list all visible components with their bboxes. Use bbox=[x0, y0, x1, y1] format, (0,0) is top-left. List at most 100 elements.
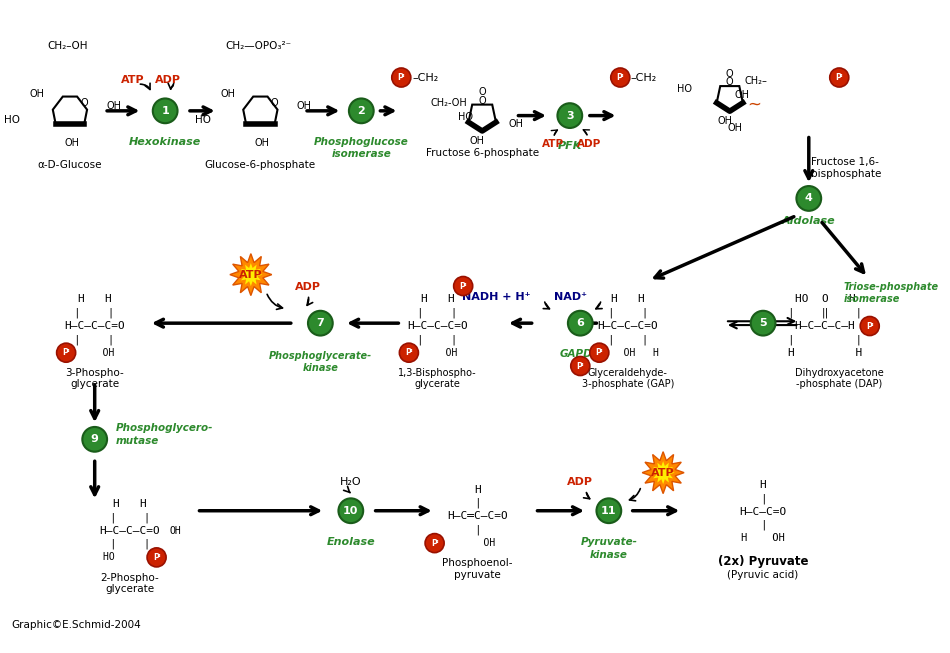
Text: |    |: | | bbox=[417, 308, 458, 318]
Text: ADP: ADP bbox=[155, 75, 181, 86]
Text: –CH₂: –CH₂ bbox=[631, 72, 657, 82]
Text: Fructose 1,6-: Fructose 1,6- bbox=[810, 157, 879, 167]
Text: 1: 1 bbox=[162, 106, 169, 116]
Text: H   H: H H bbox=[113, 499, 147, 509]
Text: H: H bbox=[760, 480, 767, 490]
Text: ADP: ADP bbox=[577, 139, 601, 150]
Text: Pᴵ: Pᴵ bbox=[577, 362, 584, 370]
Text: OH: OH bbox=[296, 101, 312, 111]
Circle shape bbox=[611, 68, 630, 87]
Text: |    |: | | bbox=[74, 334, 115, 345]
Text: H—C—C—C=O: H—C—C—C=O bbox=[408, 321, 467, 331]
Circle shape bbox=[338, 498, 363, 523]
Text: ATP: ATP bbox=[542, 139, 563, 150]
Text: |    |: | | bbox=[608, 334, 648, 345]
Text: |    |: | | bbox=[608, 308, 648, 318]
Text: |: | bbox=[474, 524, 481, 535]
Text: OH: OH bbox=[428, 347, 457, 358]
Text: 7: 7 bbox=[316, 318, 324, 328]
Polygon shape bbox=[642, 452, 684, 494]
Text: HO: HO bbox=[195, 116, 211, 125]
Text: -phosphate (DAP): -phosphate (DAP) bbox=[796, 379, 883, 389]
Circle shape bbox=[829, 68, 848, 87]
Text: |    ‖    |: | ‖ | bbox=[788, 308, 862, 318]
Text: H: H bbox=[474, 485, 481, 495]
Text: H—C—C=O: H—C—C=O bbox=[739, 507, 787, 517]
Circle shape bbox=[454, 276, 473, 296]
Polygon shape bbox=[230, 253, 272, 296]
Circle shape bbox=[796, 186, 821, 211]
Text: Pyruvate-
kinase: Pyruvate- kinase bbox=[580, 537, 637, 560]
Text: Glyceraldehyde-: Glyceraldehyde- bbox=[588, 368, 668, 378]
Text: Triose-phosphate: Triose-phosphate bbox=[844, 282, 940, 292]
Text: 2-Phospho-: 2-Phospho- bbox=[101, 573, 160, 582]
Text: HO: HO bbox=[104, 552, 157, 562]
Text: isomerase: isomerase bbox=[844, 295, 901, 304]
Text: 4: 4 bbox=[805, 193, 813, 204]
Circle shape bbox=[571, 357, 590, 375]
Text: –CH₂: –CH₂ bbox=[412, 72, 439, 82]
Text: OH   H: OH H bbox=[606, 347, 659, 358]
Circle shape bbox=[425, 534, 445, 552]
Text: Pᴵ: Pᴵ bbox=[460, 281, 467, 291]
Text: Pᴵ: Pᴵ bbox=[596, 348, 603, 357]
Text: NADH + H⁺: NADH + H⁺ bbox=[463, 291, 531, 302]
Text: 3-Phospho-: 3-Phospho- bbox=[66, 368, 124, 378]
Text: Enolase: Enolase bbox=[327, 537, 375, 547]
Text: ~: ~ bbox=[748, 95, 762, 113]
Text: OH: OH bbox=[170, 526, 181, 535]
Circle shape bbox=[391, 68, 410, 87]
Text: Graphic©E.Schmid-2004: Graphic©E.Schmid-2004 bbox=[10, 620, 141, 629]
Text: HO: HO bbox=[5, 116, 21, 125]
Text: |    |: | | bbox=[109, 539, 150, 549]
Text: OH: OH bbox=[470, 136, 484, 146]
Text: Aldolase: Aldolase bbox=[782, 215, 836, 225]
Text: Pᴵ: Pᴵ bbox=[63, 348, 70, 357]
Text: OH: OH bbox=[460, 538, 495, 548]
Circle shape bbox=[860, 317, 880, 336]
Text: ATP: ATP bbox=[121, 75, 144, 86]
Text: Phosphoglycero-
mutase: Phosphoglycero- mutase bbox=[116, 423, 213, 446]
Text: O: O bbox=[479, 88, 486, 97]
Text: OH: OH bbox=[509, 119, 523, 129]
Text: 9: 9 bbox=[91, 434, 99, 444]
Circle shape bbox=[83, 427, 107, 452]
Text: H₂O: H₂O bbox=[340, 477, 362, 487]
Text: glycerate: glycerate bbox=[70, 379, 120, 389]
Text: H         H: H H bbox=[788, 347, 862, 358]
Circle shape bbox=[57, 343, 76, 362]
Text: Hexokinase: Hexokinase bbox=[129, 136, 201, 146]
Text: α-D-Glucose: α-D-Glucose bbox=[38, 161, 103, 170]
Text: ATP: ATP bbox=[652, 468, 674, 477]
Text: 10: 10 bbox=[343, 505, 358, 516]
Text: OH: OH bbox=[727, 123, 742, 133]
Text: OH: OH bbox=[717, 116, 732, 126]
Text: HO  O   H: HO O H bbox=[794, 295, 855, 304]
Text: 5: 5 bbox=[759, 318, 767, 328]
Text: CH₂–: CH₂– bbox=[745, 76, 768, 86]
Text: Phosphoglycerate-
kinase: Phosphoglycerate- kinase bbox=[269, 351, 371, 373]
Circle shape bbox=[590, 343, 609, 362]
Text: GAPDH: GAPDH bbox=[560, 349, 601, 359]
Circle shape bbox=[558, 103, 582, 128]
Text: glycerate: glycerate bbox=[414, 379, 461, 389]
Text: Pᴵ: Pᴵ bbox=[617, 73, 624, 82]
Text: |    |: | | bbox=[417, 334, 458, 345]
Text: OH: OH bbox=[255, 138, 270, 148]
Text: ADP: ADP bbox=[567, 477, 594, 487]
Circle shape bbox=[147, 548, 166, 567]
Text: |         |: | | bbox=[788, 334, 862, 345]
Text: HO: HO bbox=[458, 112, 473, 123]
Text: H—C—C—C=O: H—C—C—C=O bbox=[65, 321, 125, 331]
Text: OH: OH bbox=[85, 347, 114, 358]
Circle shape bbox=[153, 99, 178, 123]
Text: |: | bbox=[474, 498, 481, 509]
Text: O: O bbox=[726, 69, 733, 79]
Circle shape bbox=[568, 311, 593, 336]
Text: O: O bbox=[80, 98, 87, 108]
Text: PFK: PFK bbox=[558, 141, 582, 151]
Polygon shape bbox=[652, 461, 674, 484]
Text: 2: 2 bbox=[357, 106, 365, 116]
Text: Pᴵ: Pᴵ bbox=[405, 348, 412, 357]
Text: 1,3-Bisphospho-: 1,3-Bisphospho- bbox=[398, 368, 477, 378]
